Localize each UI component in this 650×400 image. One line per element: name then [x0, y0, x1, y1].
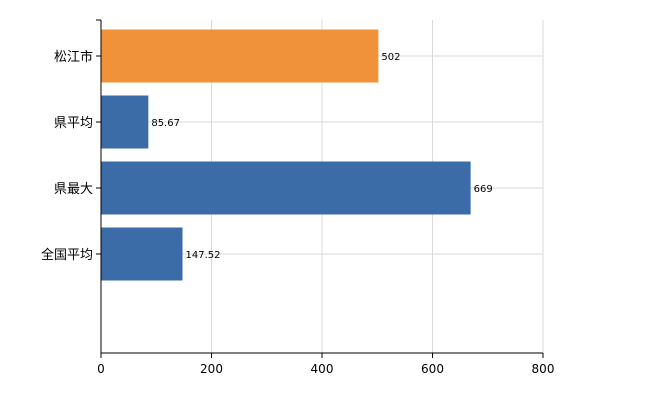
bar-1	[101, 95, 149, 149]
x-tick-label-1: 200	[200, 362, 223, 376]
bar-2	[101, 161, 471, 215]
data-label-3: 147.52	[186, 250, 221, 261]
bars	[101, 29, 471, 281]
category-label-1: 県平均	[54, 116, 93, 131]
x-tick-label-3: 600	[421, 362, 444, 376]
data-label-1: 85.67	[151, 118, 180, 129]
data-label-0: 502	[381, 52, 400, 63]
axes	[96, 19, 544, 358]
category-label-3: 全国平均	[41, 247, 93, 263]
bar-0	[101, 29, 379, 83]
category-label-2: 県最大	[54, 182, 93, 197]
x-tick-label-0: 0	[97, 362, 105, 376]
x-tick-label-4: 800	[532, 362, 555, 376]
x-tick-label-2: 400	[311, 362, 334, 376]
category-label-0: 松江市	[54, 49, 93, 65]
bar-3	[101, 227, 183, 281]
data-label-2: 669	[474, 184, 493, 195]
